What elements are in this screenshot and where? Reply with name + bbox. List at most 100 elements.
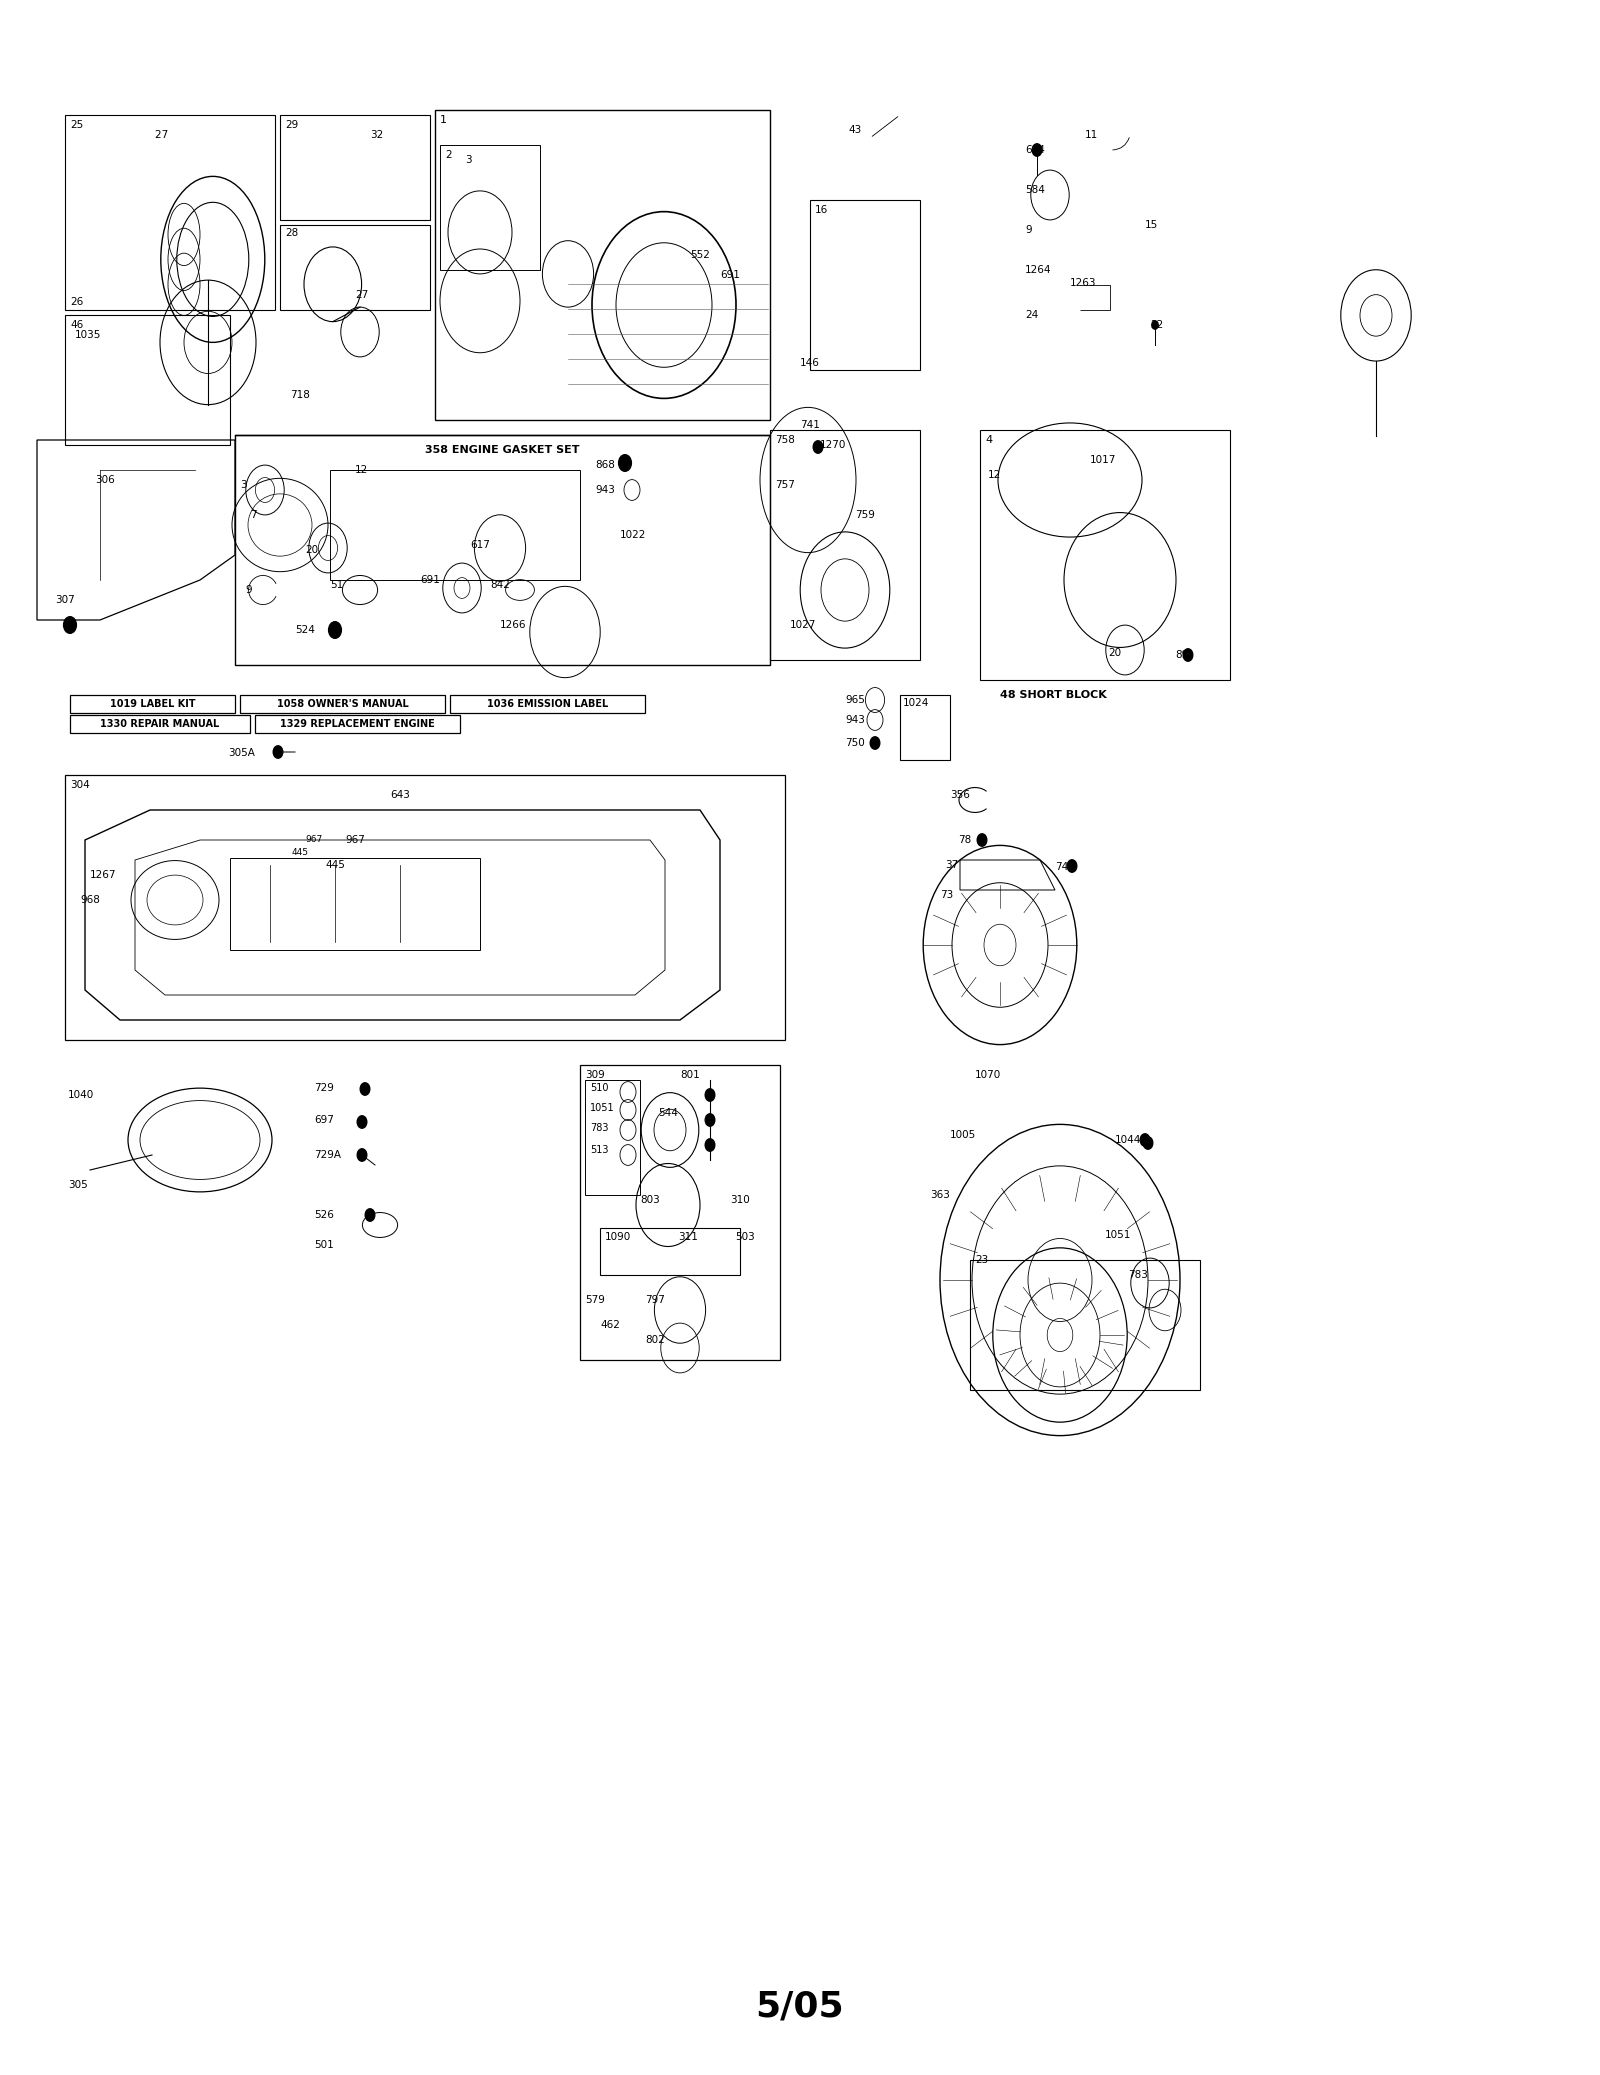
Bar <box>810 199 920 369</box>
Circle shape <box>1142 1137 1152 1150</box>
Text: 26: 26 <box>70 297 83 307</box>
Text: 552: 552 <box>690 249 710 259</box>
Text: 3: 3 <box>240 479 246 490</box>
Circle shape <box>978 834 987 847</box>
Text: 462: 462 <box>600 1320 619 1330</box>
Circle shape <box>328 622 341 639</box>
Text: 750: 750 <box>845 739 864 747</box>
Text: 1263: 1263 <box>1070 278 1096 288</box>
Text: 20: 20 <box>306 546 318 554</box>
Text: 943: 943 <box>845 716 866 724</box>
Text: 307: 307 <box>54 596 75 606</box>
Text: 968: 968 <box>80 894 99 905</box>
Text: 544: 544 <box>658 1108 678 1118</box>
Text: 1035: 1035 <box>75 330 101 340</box>
Text: 74: 74 <box>1054 861 1069 872</box>
Text: 501: 501 <box>314 1241 334 1249</box>
Bar <box>280 224 430 309</box>
Text: 579: 579 <box>586 1295 605 1305</box>
Text: 78: 78 <box>958 834 971 845</box>
Circle shape <box>360 1083 370 1096</box>
Text: 89: 89 <box>1174 649 1189 660</box>
Text: 1019 LABEL KIT: 1019 LABEL KIT <box>110 699 195 710</box>
Bar <box>240 695 445 714</box>
Bar <box>280 114 430 220</box>
Text: 797: 797 <box>645 1295 666 1305</box>
Circle shape <box>706 1089 715 1102</box>
Text: 2: 2 <box>445 149 451 160</box>
Text: 7: 7 <box>250 510 256 521</box>
Text: 513: 513 <box>590 1145 608 1156</box>
Text: 1017: 1017 <box>1090 454 1117 465</box>
Circle shape <box>1141 1133 1150 1145</box>
Text: 643: 643 <box>390 791 410 801</box>
Text: 27: 27 <box>155 131 171 139</box>
Text: 802: 802 <box>645 1334 664 1345</box>
Text: 445: 445 <box>325 859 346 869</box>
Text: 691: 691 <box>419 575 440 585</box>
Text: 1036 EMISSION LABEL: 1036 EMISSION LABEL <box>486 699 608 710</box>
Text: 25: 25 <box>70 120 83 131</box>
Text: 309: 309 <box>586 1071 605 1079</box>
Text: 12: 12 <box>989 471 1002 479</box>
Text: 1051: 1051 <box>1106 1230 1131 1241</box>
Text: 9: 9 <box>1026 224 1032 234</box>
Bar <box>254 716 461 732</box>
Text: 729A: 729A <box>314 1150 341 1160</box>
Circle shape <box>365 1210 374 1222</box>
Text: 304: 304 <box>70 780 90 791</box>
Text: 684: 684 <box>1026 145 1045 156</box>
Text: 741: 741 <box>800 419 819 430</box>
Text: 1024: 1024 <box>902 697 930 708</box>
Bar <box>586 1079 640 1195</box>
Text: 20: 20 <box>1107 647 1122 658</box>
Text: 5/05: 5/05 <box>755 1990 845 2023</box>
Text: 146: 146 <box>800 359 819 367</box>
Bar <box>70 695 235 714</box>
Text: 363: 363 <box>930 1189 950 1199</box>
Text: 965: 965 <box>845 695 866 706</box>
Text: 4: 4 <box>986 436 992 444</box>
Text: 358 ENGINE GASKET SET: 358 ENGINE GASKET SET <box>426 444 579 454</box>
Text: 29: 29 <box>285 120 298 131</box>
Bar <box>66 774 786 1040</box>
Text: 1270: 1270 <box>819 440 846 450</box>
Text: 28: 28 <box>285 228 298 239</box>
Text: 23: 23 <box>974 1255 989 1266</box>
Circle shape <box>813 440 822 452</box>
Text: 1: 1 <box>440 114 446 124</box>
Text: 1027: 1027 <box>790 620 816 631</box>
Bar <box>770 430 920 660</box>
Text: 1266: 1266 <box>499 620 526 631</box>
Text: 1330 REPAIR MANUAL: 1330 REPAIR MANUAL <box>101 720 219 728</box>
Text: 757: 757 <box>774 479 795 490</box>
Text: 43: 43 <box>848 124 861 135</box>
Circle shape <box>357 1150 366 1162</box>
Text: 11: 11 <box>1085 131 1098 139</box>
Text: 1090: 1090 <box>605 1233 632 1243</box>
Bar <box>899 695 950 759</box>
Text: 783: 783 <box>1128 1270 1147 1280</box>
Text: 15: 15 <box>1146 220 1158 230</box>
Bar <box>979 430 1230 681</box>
Text: 1051: 1051 <box>590 1104 614 1112</box>
Text: 1044: 1044 <box>1115 1135 1141 1145</box>
Text: 943: 943 <box>595 486 614 496</box>
Circle shape <box>870 737 880 749</box>
Text: 1005: 1005 <box>950 1131 976 1139</box>
Text: 842: 842 <box>490 581 510 589</box>
Text: 718: 718 <box>290 390 310 400</box>
Bar <box>235 436 770 664</box>
Text: 524: 524 <box>294 625 315 635</box>
Text: 73: 73 <box>941 890 954 901</box>
Bar <box>450 695 645 714</box>
Text: 1267: 1267 <box>90 869 117 880</box>
Text: 306: 306 <box>94 475 115 486</box>
Circle shape <box>1067 859 1077 872</box>
Text: 729: 729 <box>314 1083 334 1094</box>
Bar <box>440 145 541 270</box>
Text: 1070: 1070 <box>974 1071 1002 1079</box>
Text: 310: 310 <box>730 1195 750 1206</box>
Circle shape <box>64 616 77 633</box>
Circle shape <box>706 1114 715 1127</box>
